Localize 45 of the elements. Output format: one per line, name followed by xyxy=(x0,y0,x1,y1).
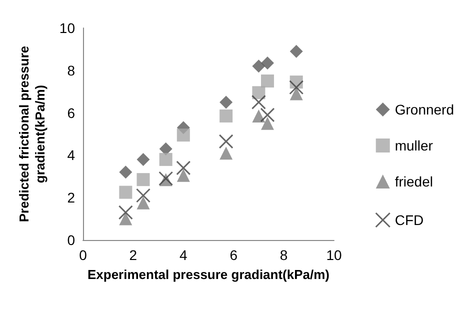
point xyxy=(260,116,274,130)
legend-label: Gronnerd xyxy=(394,102,454,118)
point xyxy=(260,108,275,122)
x-tick-label: 8 xyxy=(280,247,288,263)
x-axis-title: Experimental pressure gradiant(kPa/m) xyxy=(87,267,330,282)
y-tick-label: 4 xyxy=(67,147,76,164)
y-tick-label: 6 xyxy=(67,104,76,121)
y-tick-label: 10 xyxy=(59,20,76,36)
point xyxy=(119,212,132,226)
legend-label: muller xyxy=(394,138,434,154)
legend-label: friedel xyxy=(394,174,433,190)
point xyxy=(136,152,150,166)
point xyxy=(136,173,150,186)
point xyxy=(220,146,233,160)
legend-label: CFD xyxy=(394,212,424,228)
point xyxy=(119,186,132,199)
x-tick-label: 6 xyxy=(230,247,238,263)
x-tick-label: 4 xyxy=(180,247,188,263)
x-tick-label: 2 xyxy=(129,247,138,263)
point xyxy=(119,166,132,179)
y-tick-label: 8 xyxy=(67,62,76,78)
point xyxy=(176,160,191,176)
point xyxy=(289,80,304,95)
point xyxy=(290,44,303,58)
point xyxy=(252,109,266,122)
point xyxy=(118,205,133,220)
point xyxy=(220,96,233,109)
point xyxy=(176,128,190,142)
point xyxy=(218,134,234,149)
y-tick-label: 2 xyxy=(67,190,76,206)
point xyxy=(260,74,274,88)
y-axis-title: Predicted frictional pressure gradient(kPa/m) xyxy=(16,46,48,222)
point xyxy=(252,60,266,73)
point xyxy=(136,196,150,210)
point xyxy=(290,87,303,100)
point xyxy=(260,56,274,70)
y-tick-label: 0 xyxy=(67,232,76,248)
point xyxy=(176,168,190,182)
point xyxy=(159,152,172,166)
point xyxy=(159,142,172,156)
point xyxy=(136,188,150,203)
x-tick-label: 0 xyxy=(79,247,88,263)
point xyxy=(251,94,266,110)
x-tick-label: 10 xyxy=(326,247,342,263)
point xyxy=(220,109,233,122)
